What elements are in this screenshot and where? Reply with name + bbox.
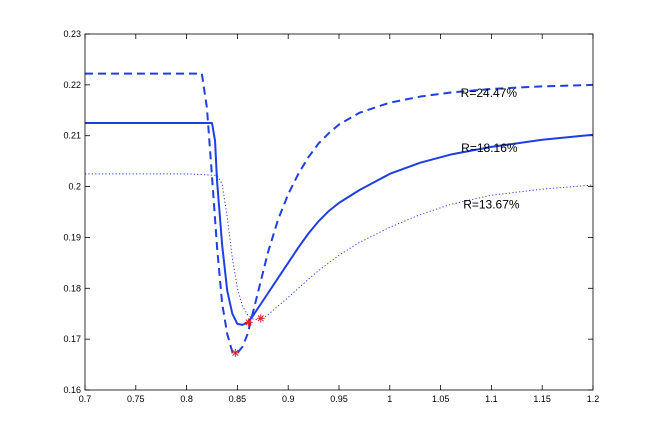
x-tick-label: 1.15 <box>533 394 551 404</box>
y-tick-label: 0.18 <box>63 283 81 293</box>
x-axis-ticks: 0.7 0.75 0.8 0.85 0.9 0.95 1 1.05 1.1 1.15 1.2 <box>79 34 600 404</box>
x-tick-label: 0.95 <box>330 394 348 404</box>
marker-layer <box>231 314 265 357</box>
y-tick-label: 0.21 <box>63 131 81 141</box>
x-tick-label: 1 <box>387 394 392 404</box>
x-tick-label: 1.1 <box>485 394 498 404</box>
x-tick-label: 1.05 <box>432 394 450 404</box>
y-tick-label: 0.22 <box>63 80 81 90</box>
y-tick-label: 0.23 <box>63 29 81 39</box>
x-tick-label: 0.8 <box>180 394 193 404</box>
series-line-solid <box>85 122 594 326</box>
x-tick-label: 0.9 <box>282 394 295 404</box>
min-marker <box>256 314 265 323</box>
series-annotation: R=18.16% <box>461 141 518 155</box>
x-tick-label: 1.2 <box>587 394 600 404</box>
y-tick-label: 0.2 <box>68 182 81 192</box>
y-tick-label: 0.16 <box>63 385 81 395</box>
y-tick-label: 0.17 <box>63 334 81 344</box>
x-tick-label: 0.85 <box>229 394 247 404</box>
series-line-dotted <box>85 173 594 321</box>
x-tick-label: 0.75 <box>127 394 145 404</box>
min-marker <box>244 318 253 327</box>
plot-frame <box>84 33 594 391</box>
y-tick-label: 0.19 <box>63 232 81 242</box>
x-tick-label: 0.7 <box>79 394 92 404</box>
series-annotation: R=13.67% <box>463 197 520 211</box>
series-layer <box>85 72 594 354</box>
series-line-dashed <box>85 72 594 354</box>
annotation-layer: R=24.47% R=18.16% R=13.67% <box>461 86 520 211</box>
series-annotation: R=24.47% <box>461 86 518 100</box>
min-marker <box>231 348 240 357</box>
